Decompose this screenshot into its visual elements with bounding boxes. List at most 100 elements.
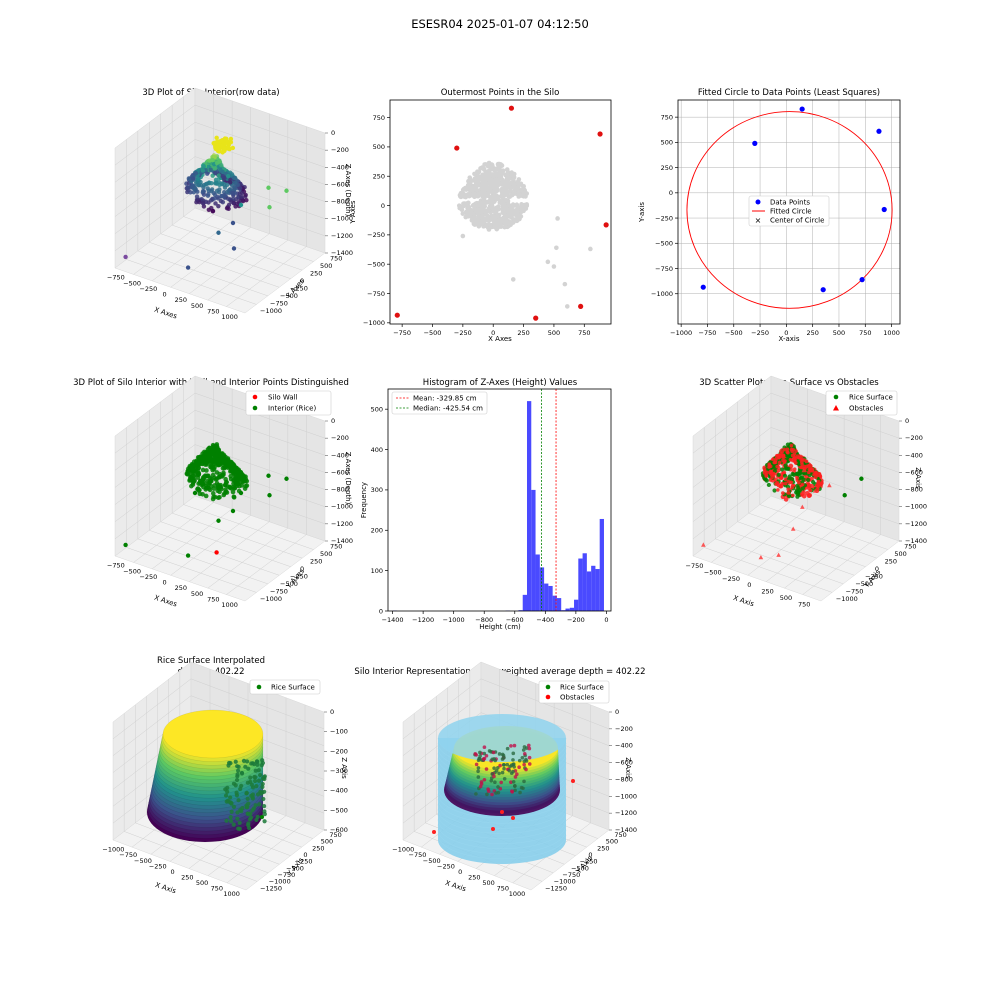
rice-point: [261, 796, 266, 802]
rice-point: [795, 472, 801, 477]
obstacle-point: [800, 504, 805, 509]
z-tick-label: 0: [331, 129, 335, 137]
rice-point: [246, 821, 251, 826]
outermost-point: [454, 145, 460, 151]
rice-point: [226, 760, 232, 766]
rice-point: [237, 186, 243, 191]
x-tick-label: 250: [806, 329, 818, 337]
cloud-point: [511, 209, 516, 215]
data-point: [859, 277, 865, 283]
rice-point: [231, 822, 236, 827]
cloud-point: [509, 180, 514, 186]
y-tick-label: −1250: [545, 884, 567, 892]
legend-marker: [252, 394, 258, 400]
rice-point: [220, 472, 225, 478]
y-tick-label: 500: [320, 550, 332, 558]
rice-point: [505, 762, 510, 767]
rice-point: [795, 476, 799, 481]
grid-line: [183, 504, 314, 550]
rice-point: [195, 189, 200, 194]
cloud-point: [555, 216, 560, 221]
rice-point: [254, 817, 259, 823]
rice-point: [255, 792, 261, 797]
grid-line: [692, 392, 772, 454]
cloud-point: [497, 168, 503, 173]
rice-point: [216, 180, 222, 185]
rice-point: [195, 486, 200, 492]
legend-label: Center of Circle: [770, 217, 824, 225]
legend-marker: [545, 694, 551, 700]
x-tick-label: 750: [207, 307, 219, 315]
legend: Rice Surface Obstacles: [825, 390, 898, 416]
x-tick-label: −750: [107, 274, 125, 282]
cloud-point: [513, 212, 519, 218]
y-tick-label: −1000: [269, 878, 291, 886]
rice-point: [520, 755, 525, 760]
histogram-bar: [595, 569, 600, 611]
outlier-point: [216, 518, 221, 523]
rice-point: [224, 490, 230, 495]
rice-point: [223, 787, 228, 792]
y-tick-label: 750: [329, 831, 341, 839]
x-tick-label: 250: [181, 873, 193, 881]
x-tick-label: −750: [119, 851, 137, 859]
rice-point: [791, 472, 796, 477]
grid-line: [114, 427, 196, 488]
rice-point: [210, 208, 216, 214]
rice-point: [527, 746, 532, 751]
y-tick-label: 250: [661, 164, 673, 172]
rice-point: [213, 170, 218, 176]
rice-point: [260, 776, 266, 781]
x-tick-label: 0: [491, 329, 495, 337]
grid-line: [114, 122, 196, 183]
z-tick-label: −800: [615, 775, 633, 783]
cloud-point: [460, 233, 466, 239]
cloud-point: [512, 187, 518, 193]
plot-title: Fitted Circle to Data Points (Least Squa…: [698, 88, 880, 98]
x-tick-label: 1000: [223, 890, 240, 898]
z-tick-label: −600: [905, 468, 923, 476]
rice-point: [240, 197, 245, 203]
x-axis-label: X Axis: [732, 594, 755, 608]
x-tick-label: 500: [196, 879, 208, 887]
z-tick-label: −1200: [331, 520, 353, 528]
x-tick-label: −250: [437, 862, 455, 870]
cloud-point: [472, 206, 478, 212]
x-tick-label: −500: [725, 329, 743, 337]
grid-line: [692, 478, 772, 540]
legend-marker: [833, 394, 839, 400]
cylinder-ring: [437, 824, 567, 849]
rice-point: [255, 762, 260, 767]
rice-point: [235, 481, 240, 487]
y-tick-label: 250: [885, 557, 897, 565]
rice-point: [808, 488, 813, 493]
rice-point: [478, 754, 482, 758]
outlier-point: [284, 476, 289, 481]
obstacle-point: [812, 488, 818, 493]
cloud-point: [508, 185, 513, 191]
rice-point: [786, 479, 791, 484]
outlier-point: [230, 508, 236, 514]
rice-point: [210, 173, 215, 178]
rice-point: [216, 173, 222, 178]
rice-point: [200, 201, 206, 206]
x-tick-label: −1000: [102, 846, 124, 854]
rice-point: [494, 768, 499, 773]
x-tick-label: 500: [833, 329, 845, 337]
rice-point: [248, 775, 253, 780]
rice-point: [232, 175, 238, 181]
legend-marker: [755, 199, 761, 205]
rice-point: [216, 495, 221, 501]
plot-title: Rice Surface Interpolated: [157, 656, 265, 666]
rice-point: [260, 815, 264, 819]
cylinder-ring: [437, 834, 567, 860]
rice-point: [787, 474, 792, 479]
outlier-point: [123, 542, 128, 548]
cloud-point: [488, 223, 493, 229]
x-tick-label: −500: [423, 857, 441, 865]
rice-point: [244, 803, 249, 808]
rice-point: [235, 816, 240, 821]
rice-point: [517, 758, 522, 763]
rice-point: [235, 768, 241, 773]
outlier-point: [267, 205, 272, 210]
